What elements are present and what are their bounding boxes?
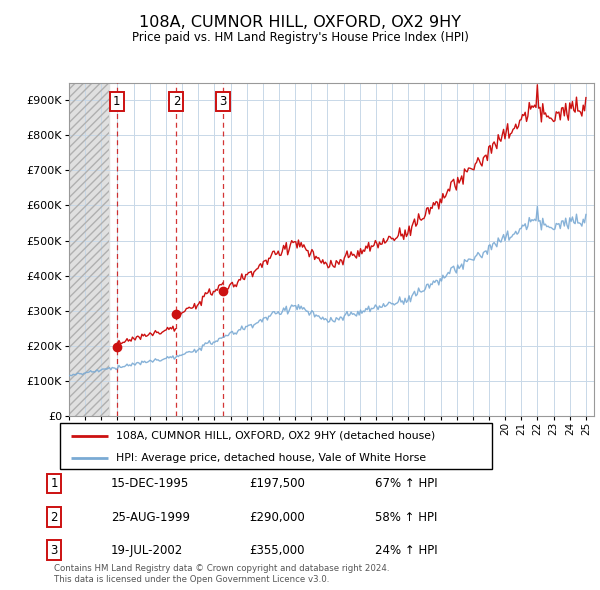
Text: 2: 2 [173, 95, 180, 108]
Bar [69, 83, 109, 416]
Text: Contains HM Land Registry data © Crown copyright and database right 2024.: Contains HM Land Registry data © Crown c… [54, 565, 389, 573]
Text: £197,500: £197,500 [249, 477, 305, 490]
Text: 25-AUG-1999: 25-AUG-1999 [111, 510, 190, 523]
Text: 19-JUL-2002: 19-JUL-2002 [111, 543, 183, 556]
Text: Price paid vs. HM Land Registry's House Price Index (HPI): Price paid vs. HM Land Registry's House … [131, 31, 469, 44]
Text: This data is licensed under the Open Government Licence v3.0.: This data is licensed under the Open Gov… [54, 575, 329, 584]
Text: 67% ↑ HPI: 67% ↑ HPI [375, 477, 437, 490]
Text: 108A, CUMNOR HILL, OXFORD, OX2 9HY (detached house): 108A, CUMNOR HILL, OXFORD, OX2 9HY (deta… [116, 431, 436, 441]
Text: 108A, CUMNOR HILL, OXFORD, OX2 9HY: 108A, CUMNOR HILL, OXFORD, OX2 9HY [139, 15, 461, 30]
Text: 24% ↑ HPI: 24% ↑ HPI [375, 543, 437, 556]
Text: £355,000: £355,000 [249, 543, 305, 556]
Text: £290,000: £290,000 [249, 510, 305, 523]
Text: 1: 1 [50, 477, 58, 490]
Text: 15-DEC-1995: 15-DEC-1995 [111, 477, 189, 490]
Bar [69, 83, 109, 416]
Text: 3: 3 [220, 95, 227, 108]
Text: 3: 3 [50, 543, 58, 556]
Text: 1: 1 [113, 95, 121, 108]
Text: 2: 2 [50, 510, 58, 523]
Text: 58% ↑ HPI: 58% ↑ HPI [375, 510, 437, 523]
Text: HPI: Average price, detached house, Vale of White Horse: HPI: Average price, detached house, Vale… [116, 453, 426, 463]
